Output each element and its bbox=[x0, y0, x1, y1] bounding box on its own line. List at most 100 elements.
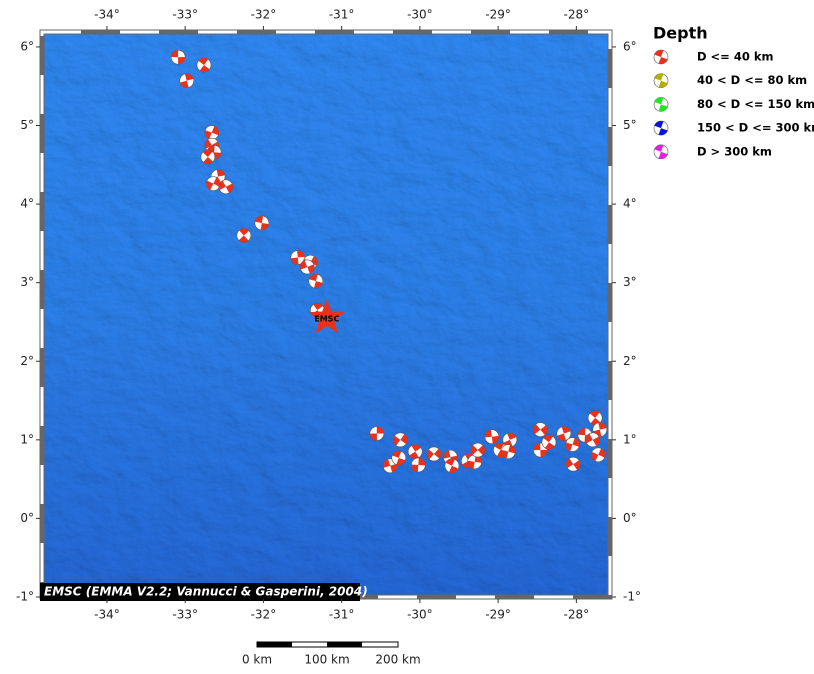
beachball bbox=[196, 57, 212, 73]
beachball-quadrant bbox=[411, 458, 426, 472]
beachball-quadrant bbox=[238, 228, 249, 243]
legend-label: 80 < D <= 150 km bbox=[697, 97, 814, 111]
lon-label-top: -31° bbox=[329, 8, 355, 22]
lon-label-bottom: -31° bbox=[329, 608, 355, 622]
beachball-quadrant bbox=[309, 274, 323, 289]
beachball-quadrant bbox=[206, 177, 221, 190]
lat-label-left: 1° bbox=[20, 432, 34, 446]
beachball bbox=[391, 450, 407, 466]
beachball-quadrant bbox=[254, 215, 269, 230]
lat-label-right: 1° bbox=[623, 432, 637, 446]
lon-label-top: -29° bbox=[485, 8, 511, 22]
scale-bar: 0 km 100 km 200 km bbox=[242, 641, 421, 667]
lon-label-top: -34° bbox=[94, 8, 120, 22]
beachball bbox=[565, 437, 580, 452]
beachball-quadrant bbox=[557, 426, 571, 441]
epicenter-star bbox=[308, 299, 345, 334]
beachball-quadrant bbox=[566, 458, 581, 471]
lon-label-bottom: -29° bbox=[485, 608, 511, 622]
lat-label-right: 6° bbox=[623, 39, 637, 53]
lon-label-top: -32° bbox=[251, 8, 277, 22]
beachball bbox=[444, 458, 460, 474]
legend-label: D <= 40 km bbox=[697, 50, 773, 64]
beachball bbox=[467, 454, 482, 470]
scale-label: 0 km bbox=[242, 653, 272, 667]
beachball bbox=[236, 228, 252, 243]
beachball-quadrant bbox=[207, 145, 222, 160]
beachball-quadrant bbox=[171, 50, 186, 65]
beachball-quadrant bbox=[543, 435, 555, 450]
lat-label-right: 2° bbox=[623, 354, 637, 368]
beachball-quadrant bbox=[533, 443, 548, 458]
beachball-quadrant bbox=[654, 97, 668, 112]
lat-label-right: 5° bbox=[623, 118, 637, 132]
beachball bbox=[653, 144, 669, 160]
beachball-quadrant bbox=[503, 432, 517, 447]
beachball-quadrant bbox=[393, 434, 408, 446]
legend-label: D > 300 km bbox=[697, 144, 772, 158]
beachball bbox=[653, 97, 669, 112]
lon-label-top: -28° bbox=[564, 8, 590, 22]
beachball bbox=[170, 49, 186, 65]
beachball bbox=[484, 429, 500, 444]
scale-label: 200 km bbox=[375, 653, 420, 667]
beachball bbox=[411, 457, 426, 473]
beachball-quadrant bbox=[467, 454, 482, 469]
beachball-quadrant bbox=[654, 121, 668, 136]
lat-label-left: -1° bbox=[16, 590, 34, 604]
beachball bbox=[500, 444, 516, 459]
legend-label: 150 < D <= 300 km bbox=[697, 121, 814, 135]
lat-label-left: 6° bbox=[20, 39, 34, 53]
lon-label-bottom: -33° bbox=[172, 608, 198, 622]
lon-label-bottom: -32° bbox=[251, 608, 277, 622]
lon-label-top: -30° bbox=[407, 8, 433, 22]
beachball bbox=[369, 426, 385, 441]
lat-label-right: -1° bbox=[623, 590, 641, 604]
beachball-quadrant bbox=[654, 73, 668, 88]
beachball bbox=[590, 447, 606, 463]
beachball bbox=[200, 149, 216, 165]
lon-label-top: -33° bbox=[172, 8, 198, 22]
beachball-quadrant bbox=[290, 250, 305, 265]
credit-box bbox=[40, 583, 360, 601]
beachball bbox=[299, 259, 315, 275]
beachball-quadrant bbox=[204, 126, 219, 140]
lon-label-bottom: -30° bbox=[407, 608, 433, 622]
beachball bbox=[393, 432, 408, 448]
beachball bbox=[587, 410, 603, 426]
lon-label-bottom: -34° bbox=[94, 608, 120, 622]
beachball-quadrant bbox=[533, 424, 548, 436]
beachball-quadrant bbox=[218, 180, 233, 194]
scale-label: 100 km bbox=[304, 653, 349, 667]
beachball-quadrant bbox=[593, 422, 607, 437]
lat-label-left: 5° bbox=[20, 118, 34, 132]
beachball-quadrant bbox=[392, 450, 406, 465]
beachball bbox=[426, 446, 442, 462]
beachball bbox=[541, 434, 557, 450]
beachball bbox=[592, 422, 608, 437]
beachball bbox=[407, 444, 423, 459]
scale-bar-segment bbox=[327, 642, 362, 647]
beachball bbox=[533, 422, 548, 437]
beachball-quadrant bbox=[585, 433, 600, 446]
legend-label: 40 < D <= 80 km bbox=[697, 73, 807, 87]
beachball-quadrant bbox=[565, 437, 580, 452]
lat-label-left: 0° bbox=[20, 511, 34, 525]
lat-label-right: 0° bbox=[623, 511, 637, 525]
scale-bar-segment bbox=[257, 642, 292, 647]
beachball-quadrant bbox=[198, 58, 210, 73]
lon-label-bottom: -28° bbox=[564, 608, 590, 622]
beachball bbox=[204, 125, 220, 140]
beachball bbox=[556, 426, 572, 441]
beachball-quadrant bbox=[202, 149, 214, 164]
credit: EMSC (EMMA V2.2; Vannucci & Gasperini, 2… bbox=[44, 585, 368, 599]
beachball bbox=[218, 179, 234, 195]
beachball-quadrant bbox=[369, 426, 384, 441]
beachball-quadrant bbox=[591, 448, 606, 462]
lat-label-right: 3° bbox=[623, 275, 637, 289]
beachball-quadrant bbox=[470, 445, 485, 456]
lat-label-left: 4° bbox=[20, 197, 34, 211]
beachball bbox=[653, 49, 669, 65]
beachball-quadrant bbox=[300, 260, 315, 274]
